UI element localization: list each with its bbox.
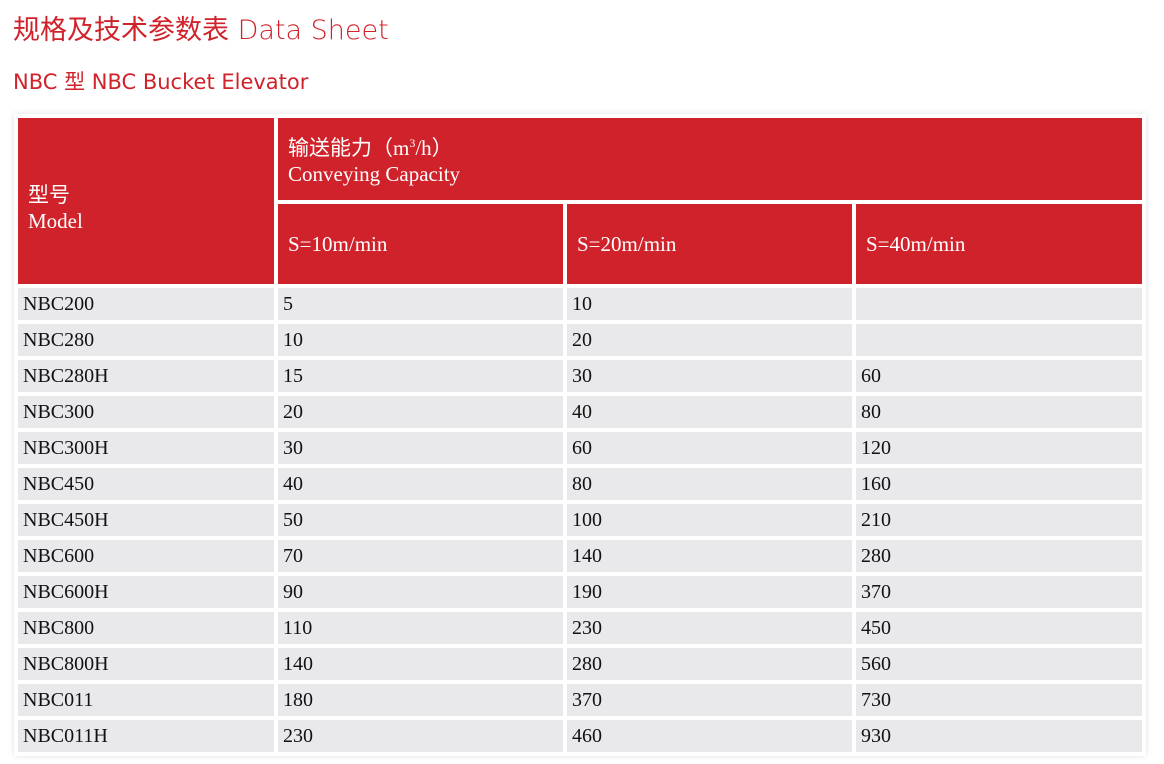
- capacity-10-cell: 110: [278, 612, 563, 644]
- capacity-20-cell: 190: [567, 576, 852, 608]
- table-row: NBC450 40 80 160: [18, 468, 1142, 500]
- table-row: NBC280H 15 30 60: [18, 360, 1142, 392]
- capacity-40-cell: 930: [856, 720, 1142, 752]
- capacity-20-cell: 20: [567, 324, 852, 356]
- capacity-20-cell: 80: [567, 468, 852, 500]
- model-cell: NBC200: [18, 288, 274, 320]
- table-row: NBC600H 90 190 370: [18, 576, 1142, 608]
- table-row: NBC600 70 140 280: [18, 540, 1142, 572]
- capacity-20-cell: 370: [567, 684, 852, 716]
- capacity-10-cell: 70: [278, 540, 563, 572]
- capacity-10-cell: 140: [278, 648, 563, 680]
- capacity-10-cell: 90: [278, 576, 563, 608]
- capacity-40-cell: 560: [856, 648, 1142, 680]
- capacity-header-en: Conveying Capacity: [288, 161, 461, 186]
- capacity-10-cell: 180: [278, 684, 563, 716]
- model-cell: NBC280H: [18, 360, 274, 392]
- capacity-header: 输送能力（m3/h） Conveying Capacity: [278, 118, 1142, 200]
- capacity-40-cell: [856, 288, 1142, 320]
- model-cell: NBC600: [18, 540, 274, 572]
- capacity-10-cell: 10: [278, 324, 563, 356]
- capacity-10-cell: 20: [278, 396, 563, 428]
- speed-header-40: S=40m/min: [856, 204, 1142, 284]
- table-row: NBC280 10 20: [18, 324, 1142, 356]
- capacity-40-cell: 120: [856, 432, 1142, 464]
- data-sheet-table-container: 型号 Model 输送能力（m3/h） Conveying Capacity S…: [14, 114, 1146, 756]
- capacity-40-cell: 450: [856, 612, 1142, 644]
- capacity-40-cell: 280: [856, 540, 1142, 572]
- model-cell: NBC300H: [18, 432, 274, 464]
- model-header: 型号 Model: [18, 118, 274, 284]
- capacity-20-cell: 40: [567, 396, 852, 428]
- capacity-40-cell: 370: [856, 576, 1142, 608]
- model-header-en: Model: [28, 208, 83, 233]
- model-cell: NBC011: [18, 684, 274, 716]
- capacity-40-cell: 210: [856, 504, 1142, 536]
- capacity-40-cell: 80: [856, 396, 1142, 428]
- table-row: NBC011 180 370 730: [18, 684, 1142, 716]
- model-cell: NBC450H: [18, 504, 274, 536]
- model-cell: NBC450: [18, 468, 274, 500]
- page-title: 规格及技术参数表 Data Sheet: [13, 15, 389, 46]
- data-sheet-table: 型号 Model 输送能力（m3/h） Conveying Capacity S…: [14, 114, 1146, 756]
- capacity-40-cell: 160: [856, 468, 1142, 500]
- model-cell: NBC800H: [18, 648, 274, 680]
- capacity-20-cell: 230: [567, 612, 852, 644]
- capacity-20-cell: 60: [567, 432, 852, 464]
- table-row: NBC300 20 40 80: [18, 396, 1142, 428]
- capacity-10-cell: 15: [278, 360, 563, 392]
- capacity-20-cell: 100: [567, 504, 852, 536]
- capacity-10-cell: 50: [278, 504, 563, 536]
- speed-header-20: S=20m/min: [567, 204, 852, 284]
- capacity-10-cell: 30: [278, 432, 563, 464]
- capacity-10-cell: 230: [278, 720, 563, 752]
- model-cell: NBC011H: [18, 720, 274, 752]
- table-row: NBC800 110 230 450: [18, 612, 1142, 644]
- model-cell: NBC800: [18, 612, 274, 644]
- page-subtitle: NBC 型 NBC Bucket Elevator: [13, 70, 309, 94]
- model-header-cn: 型号: [28, 182, 70, 207]
- table-row: NBC011H 230 460 930: [18, 720, 1142, 752]
- capacity-10-cell: 5: [278, 288, 563, 320]
- capacity-header-cn: 输送能力（m3/h）: [288, 135, 453, 160]
- model-cell: NBC600H: [18, 576, 274, 608]
- capacity-20-cell: 140: [567, 540, 852, 572]
- table-row: NBC450H 50 100 210: [18, 504, 1142, 536]
- table-row: NBC200 5 10: [18, 288, 1142, 320]
- model-cell: NBC280: [18, 324, 274, 356]
- capacity-40-cell: 730: [856, 684, 1142, 716]
- capacity-20-cell: 30: [567, 360, 852, 392]
- model-cell: NBC300: [18, 396, 274, 428]
- capacity-40-cell: 60: [856, 360, 1142, 392]
- table-row: NBC300H 30 60 120: [18, 432, 1142, 464]
- capacity-20-cell: 280: [567, 648, 852, 680]
- capacity-20-cell: 460: [567, 720, 852, 752]
- capacity-10-cell: 40: [278, 468, 563, 500]
- speed-header-10: S=10m/min: [278, 204, 563, 284]
- capacity-20-cell: 10: [567, 288, 852, 320]
- capacity-40-cell: [856, 324, 1142, 356]
- table-row: NBC800H 140 280 560: [18, 648, 1142, 680]
